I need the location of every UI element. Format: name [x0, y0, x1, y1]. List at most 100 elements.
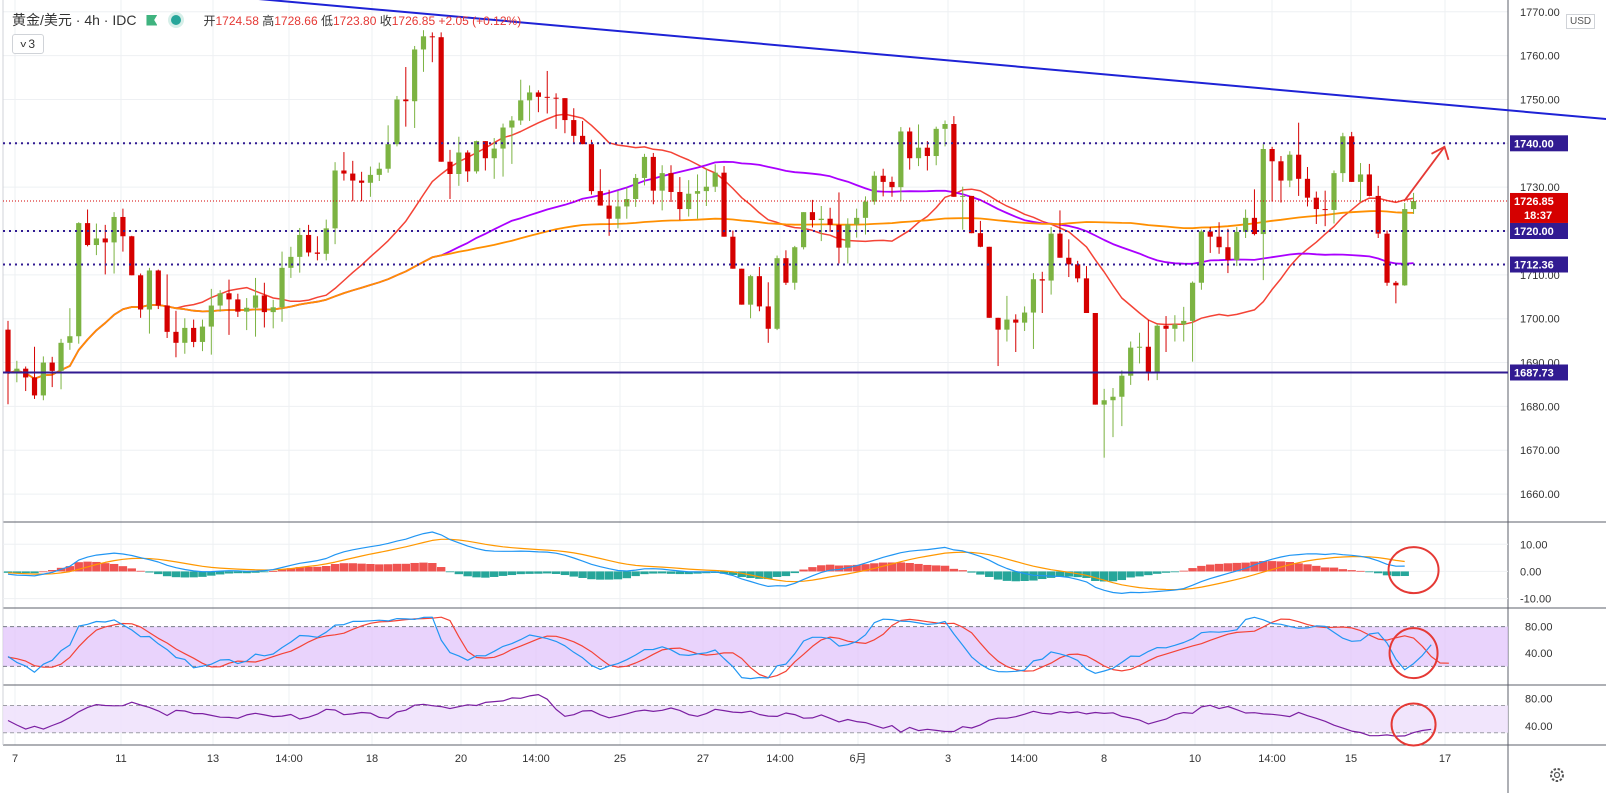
candle[interactable]	[650, 152, 656, 205]
candle[interactable]	[367, 166, 374, 197]
candle[interactable]	[1057, 210, 1063, 258]
candle[interactable]	[1357, 163, 1364, 203]
candle[interactable]	[500, 123, 506, 177]
candle[interactable]	[1101, 388, 1107, 458]
candle[interactable]	[924, 141, 930, 171]
candle[interactable]	[473, 140, 480, 174]
candle[interactable]	[138, 273, 144, 318]
candle[interactable]	[1119, 370, 1125, 427]
candle[interactable]	[1287, 151, 1293, 188]
candle[interactable]	[1410, 192, 1417, 214]
flag-icon[interactable]	[146, 14, 158, 26]
highlight-circle-icon[interactable]	[1390, 702, 1437, 747]
highlight-circle-icon[interactable]	[1388, 627, 1439, 680]
rsi-panel[interactable]: 40.00 80.00	[3, 694, 1553, 737]
candle[interactable]	[606, 189, 612, 236]
candle[interactable]	[385, 125, 391, 173]
candle[interactable]	[809, 199, 816, 228]
currency-badge[interactable]: USD	[1566, 14, 1596, 29]
candle[interactable]	[1128, 341, 1134, 385]
candle[interactable]	[376, 162, 382, 182]
candle[interactable]	[1304, 166, 1311, 207]
candle[interactable]	[562, 98, 568, 134]
candle[interactable]	[1172, 315, 1178, 342]
candle[interactable]	[960, 186, 966, 230]
candle[interactable]	[624, 187, 630, 219]
candle[interactable]	[1013, 314, 1019, 353]
candle[interactable]	[712, 164, 718, 192]
candle[interactable]	[633, 174, 639, 207]
symbol-title[interactable]: 黄金/美元 · 4h · IDC	[12, 12, 137, 28]
candle[interactable]	[76, 222, 82, 344]
candle[interactable]	[1039, 271, 1045, 313]
candle[interactable]	[1181, 306, 1187, 342]
candle[interactable]	[862, 196, 869, 235]
candle[interactable]	[191, 319, 197, 348]
candle[interactable]	[305, 224, 312, 257]
candle[interactable]	[951, 116, 957, 197]
candle[interactable]	[359, 171, 365, 202]
candle[interactable]	[235, 293, 241, 317]
candle[interactable]	[1216, 222, 1222, 254]
candle[interactable]	[297, 227, 303, 273]
candle[interactable]	[429, 32, 435, 63]
candle[interactable]	[1066, 239, 1072, 278]
candle[interactable]	[84, 209, 91, 247]
candle[interactable]	[403, 67, 409, 127]
price-axis[interactable]: 1660.001670.001680.001690.001700.001710.…	[1510, 7, 1568, 501]
breakout-arrow-icon[interactable]	[1403, 145, 1450, 201]
candle[interactable]	[836, 192, 842, 264]
candle[interactable]	[942, 120, 948, 147]
candle[interactable]	[694, 174, 701, 219]
candle[interactable]	[1278, 156, 1284, 203]
candle[interactable]	[208, 288, 214, 355]
candle[interactable]	[526, 85, 533, 121]
stochastic-panel[interactable]: 40.00 80.00	[3, 616, 1553, 680]
candle[interactable]	[1083, 266, 1090, 313]
candle[interactable]	[173, 310, 179, 358]
candle[interactable]	[641, 153, 648, 186]
candle[interactable]	[747, 274, 754, 319]
candle[interactable]	[270, 299, 276, 329]
candle[interactable]	[1375, 185, 1381, 239]
indicators-toggle-button[interactable]: v 3	[12, 34, 44, 54]
candle[interactable]	[1189, 281, 1196, 362]
candle[interactable]	[465, 150, 471, 182]
candle[interactable]	[659, 165, 665, 211]
candle[interactable]	[986, 246, 992, 318]
candle[interactable]	[1322, 190, 1328, 227]
candle[interactable]	[314, 236, 320, 261]
candle[interactable]	[854, 208, 860, 238]
candle[interactable]	[686, 180, 692, 217]
candle[interactable]	[845, 218, 851, 264]
candle[interactable]	[244, 298, 250, 331]
candle[interactable]	[580, 120, 586, 145]
candle[interactable]	[827, 207, 833, 232]
candle[interactable]	[1030, 273, 1037, 349]
candle[interactable]	[456, 136, 462, 186]
candle[interactable]	[102, 224, 108, 275]
candle[interactable]	[756, 266, 762, 312]
candle[interactable]	[898, 127, 904, 202]
candle[interactable]	[5, 320, 11, 405]
macd-panel[interactable]: -10.00 0.00 10.00	[3, 531, 1551, 606]
candle[interactable]	[818, 206, 824, 242]
candle[interactable]	[1313, 191, 1319, 224]
candle[interactable]	[677, 177, 683, 221]
candle[interactable]	[907, 127, 913, 170]
candle[interactable]	[553, 93, 559, 129]
candle[interactable]	[1163, 316, 1169, 353]
candle[interactable]	[341, 152, 347, 181]
candle[interactable]	[438, 32, 444, 162]
candle[interactable]	[544, 70, 550, 114]
candle[interactable]	[1269, 146, 1275, 202]
candle[interactable]	[774, 255, 780, 331]
candle[interactable]	[120, 208, 126, 252]
candle[interactable]	[571, 108, 577, 143]
candle[interactable]	[1004, 295, 1010, 342]
candle[interactable]	[1110, 387, 1116, 438]
candle[interactable]	[182, 318, 188, 354]
candle[interactable]	[412, 45, 418, 128]
candle[interactable]	[1136, 332, 1143, 364]
